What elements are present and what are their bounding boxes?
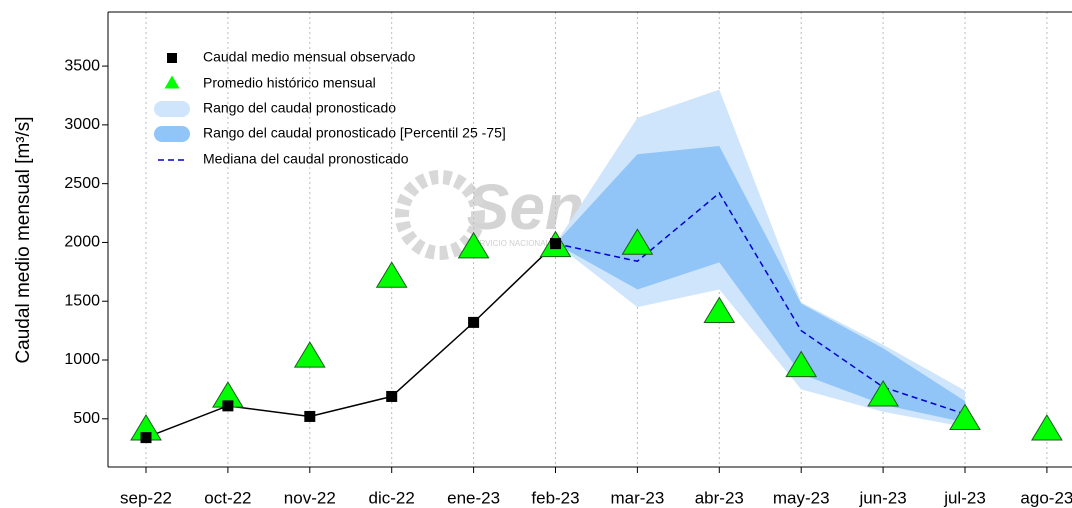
x-tick-label: abr-23 [695, 488, 744, 507]
x-tick-label: ago-23 [1020, 488, 1072, 507]
x-tick-label: jun-23 [858, 488, 906, 507]
historical-marker [867, 379, 899, 407]
median-line [555, 191, 966, 415]
historical-marker [949, 403, 981, 430]
y-tick-label: 500 [73, 410, 100, 427]
legend-label: Rango del caudal pronosticado [Percentil… [203, 125, 506, 141]
observed-marker [304, 410, 316, 422]
legend-marker [164, 75, 180, 89]
observed-marker [222, 400, 234, 412]
x-tick-label: nov-22 [284, 488, 336, 507]
observed-marker [140, 432, 152, 444]
y-tick-label: 1500 [64, 292, 100, 309]
legend-label: Promedio histórico mensual [203, 75, 376, 91]
x-tick-label: mar-23 [610, 488, 664, 507]
y-axis-label: Caudal medio mensual [m³/s] [13, 116, 34, 363]
legend-marker [154, 101, 190, 117]
historical-marker [293, 341, 326, 368]
observed-marker [386, 390, 398, 402]
watermark-sun [395, 170, 485, 260]
legend-label: Mediana del caudal pronosticado [203, 151, 409, 167]
observed-marker [550, 238, 561, 250]
historical-marker [785, 350, 818, 378]
historical-marker [703, 296, 736, 323]
observed-line [145, 243, 557, 439]
historical-marker [621, 228, 654, 255]
legend-marker [167, 53, 177, 63]
y-tick-label: 2500 [64, 175, 100, 192]
observed-marker [468, 316, 480, 328]
y-tick-label: 3500 [64, 57, 100, 74]
legend-label: Caudal medio mensual observado [203, 49, 416, 65]
x-tick-label: feb-23 [531, 488, 579, 507]
x-tick-label: sep-22 [120, 488, 172, 507]
x-tick-label: may-23 [773, 488, 830, 507]
legend-label: Rango del caudal pronosticado [203, 100, 396, 116]
historical-marker [457, 231, 490, 259]
y-tick-label: 3000 [64, 116, 100, 133]
historical-marker [375, 261, 408, 288]
x-tick-label: ene-23 [447, 488, 500, 507]
historical-marker [1031, 414, 1063, 441]
x-tick-label: oct-22 [204, 488, 251, 507]
y-tick-label: 1000 [64, 351, 100, 368]
x-tick-label: dic-22 [369, 488, 415, 507]
y-tick-label: 2000 [64, 234, 100, 251]
legend-marker [154, 126, 190, 142]
x-tick-label: jul-23 [943, 488, 986, 507]
forecast-band [555, 146, 965, 423]
